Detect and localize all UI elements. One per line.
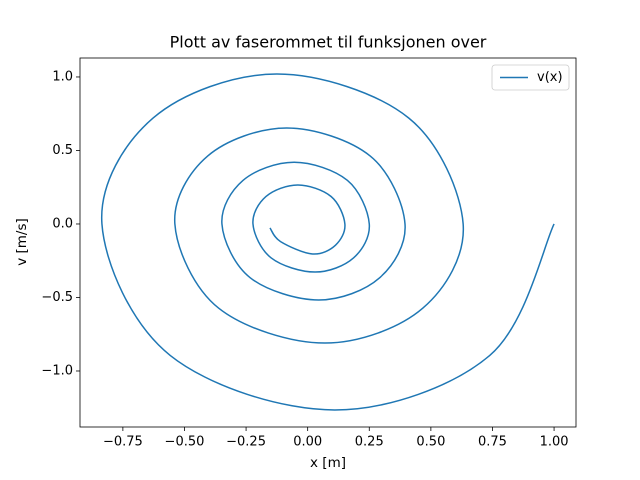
x-axis-label: x [m] xyxy=(310,455,346,471)
y-tick-label: 0.0 xyxy=(52,216,73,231)
y-tick-label: 0.5 xyxy=(52,143,73,158)
line-series xyxy=(101,73,555,411)
x-tick-label: 0.50 xyxy=(416,435,445,450)
x-tick-label: −0.50 xyxy=(165,435,205,450)
x-tick-label: −0.75 xyxy=(103,435,143,450)
x-tick-label: 0.00 xyxy=(293,435,322,450)
chart-title: Plott av faserommet til funksjonen over xyxy=(170,33,487,52)
y-tick-label: 1.0 xyxy=(52,69,73,84)
plot-frame xyxy=(79,57,577,428)
x-tick-label: 0.75 xyxy=(478,435,507,450)
x-tick-label: −0.25 xyxy=(226,435,266,450)
y-axis-label: v [m/s] xyxy=(14,218,30,266)
legend-label: v(x) xyxy=(537,70,563,85)
legend-box xyxy=(491,64,570,91)
x-tick-label: 1.00 xyxy=(540,435,569,450)
y-tick-label: −0.5 xyxy=(41,290,73,305)
x-tick-label: 0.25 xyxy=(355,435,384,450)
y-tick-label: −1.0 xyxy=(41,363,73,378)
